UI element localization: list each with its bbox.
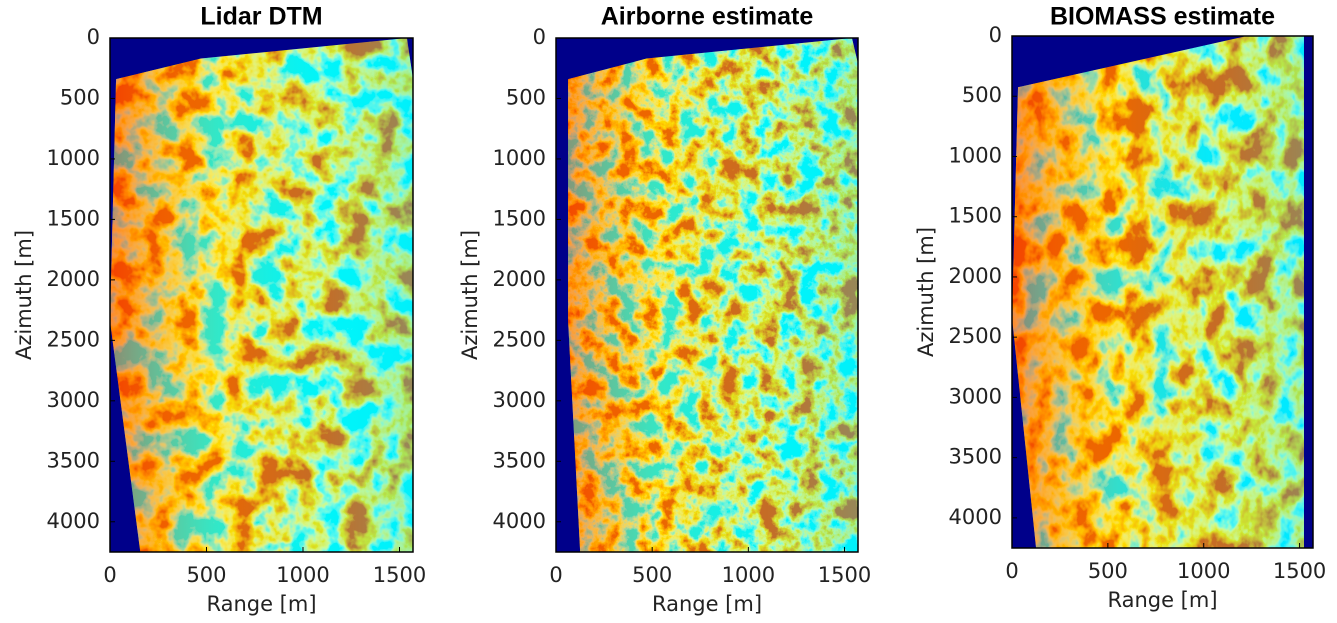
x-tick-label: 0 [1005, 559, 1018, 583]
y-tick-label: 3000 [949, 384, 1002, 408]
x-tick-label: 1500 [818, 563, 871, 587]
y-tick-label: 3500 [47, 448, 100, 472]
heatmap-panel: 0 500 1000 1500 2000 2500 3000 3500 4000 0 500 1000… [914, 3, 1326, 612]
y-tick-label: 500 [506, 85, 546, 109]
y-tick-label: 3000 [47, 388, 100, 412]
chart-title: BIOMASS estimate [1050, 3, 1275, 31]
heatmap-image [1012, 36, 1304, 548]
y-tick-label: 0 [533, 25, 546, 49]
y-tick-label: 500 [60, 85, 100, 109]
y-tick-label: 0 [989, 23, 1002, 47]
chart-title: Airborne estimate [601, 3, 814, 31]
y-tick-label: 1500 [47, 206, 100, 230]
y-tick-label: 3500 [493, 448, 546, 472]
heatmap-image [568, 38, 858, 552]
y-tick-label: 1500 [493, 206, 546, 230]
heatmap-image [110, 38, 413, 552]
x-tick-label: 500 [186, 563, 226, 587]
x-axis-label: Range [m] [1107, 588, 1217, 612]
y-tick-label: 0 [87, 25, 100, 49]
plot-frame [1011, 35, 1314, 549]
y-tick-label: 2000 [949, 264, 1002, 288]
y-tick-label: 1000 [493, 146, 546, 170]
y-tick-label: 2500 [47, 327, 100, 351]
y-tick-label: 4000 [47, 509, 100, 533]
x-axis-label: Range [m] [206, 592, 316, 616]
y-tick-label: 3000 [493, 388, 546, 412]
x-tick-label: 0 [549, 563, 562, 587]
y-tick-label: 3500 [949, 445, 1002, 469]
x-tick-label: 1000 [276, 563, 329, 587]
heatmap-panel: 0 500 1000 1500 2000 2500 3000 3500 4000 0 500 1000… [458, 3, 871, 616]
y-axis-label: Azimuth [m] [914, 227, 938, 357]
heatmap-shading [110, 38, 413, 552]
plot-frame [109, 37, 414, 553]
y-tick-label: 2500 [493, 327, 546, 351]
y-tick-label: 2000 [47, 267, 100, 291]
y-tick-label: 2000 [493, 267, 546, 291]
x-tick-label: 500 [632, 563, 672, 587]
y-tick-label: 1000 [949, 143, 1002, 167]
heatmap-shading [568, 38, 858, 552]
y-tick-label: 500 [962, 83, 1002, 107]
y-tick-label: 4000 [949, 505, 1002, 529]
x-tick-label: 0 [103, 563, 116, 587]
y-tick-label: 1500 [949, 204, 1002, 228]
y-axis-label: Azimuth [m] [12, 230, 36, 360]
x-axis-label: Range [m] [652, 592, 762, 616]
heatmap-shading [1012, 36, 1304, 548]
x-tick-label: 1000 [1177, 559, 1230, 583]
x-tick-label: 1500 [1273, 559, 1326, 583]
heatmap-panel: 0 500 1000 1500 2000 2500 3000 3500 4000 0 500 1000… [12, 3, 426, 616]
y-tick-label: 2500 [949, 324, 1002, 348]
x-tick-label: 500 [1088, 559, 1128, 583]
x-tick-label: 1000 [722, 563, 775, 587]
y-axis-label: Azimuth [m] [458, 230, 482, 360]
chart-title: Lidar DTM [200, 3, 322, 31]
plot-frame [555, 37, 859, 553]
y-tick-label: 4000 [493, 509, 546, 533]
y-tick-label: 1000 [47, 146, 100, 170]
x-tick-label: 1500 [373, 563, 426, 587]
